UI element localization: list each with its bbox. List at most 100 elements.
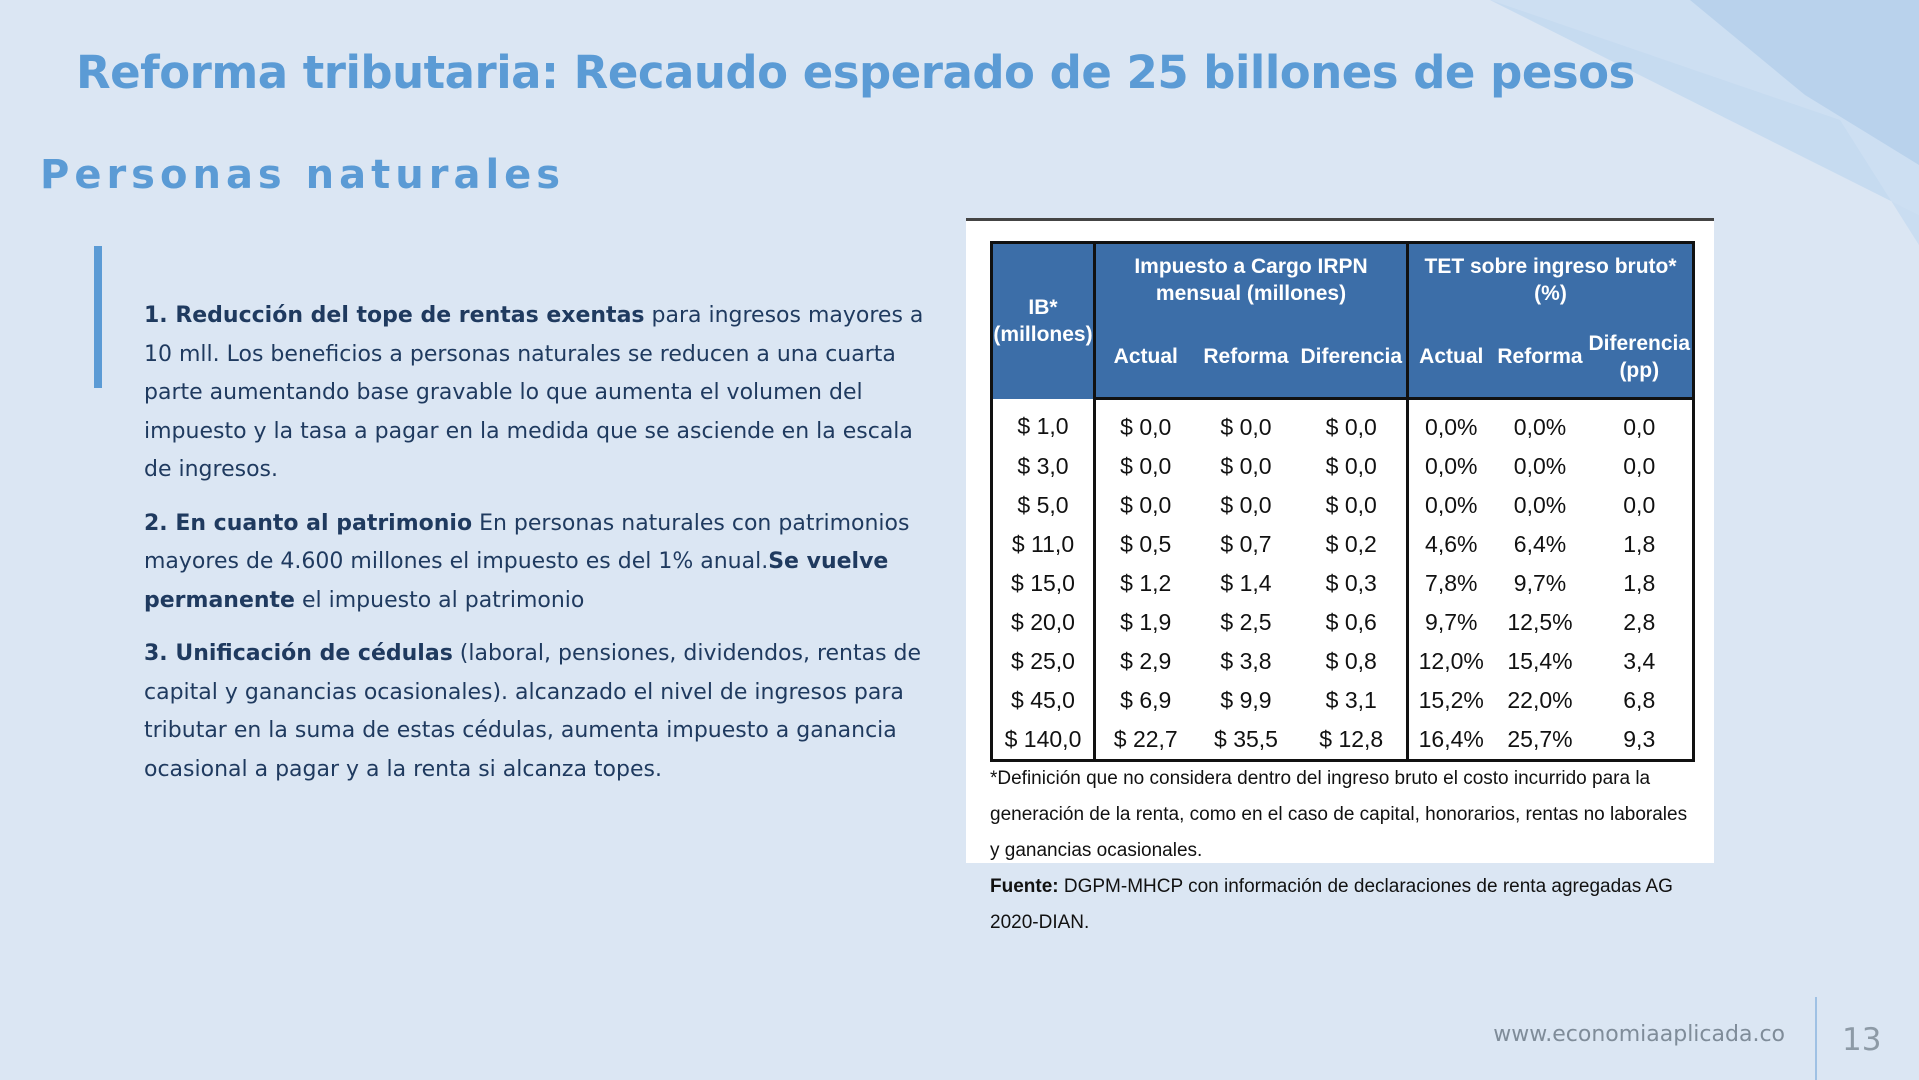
table-cell: 0,0% <box>1425 453 1478 479</box>
table-cell: 3,4 <box>1623 648 1656 674</box>
header-group-tet: TET sobre ingreso bruto* (%) <box>1407 242 1694 317</box>
accent-bar <box>94 246 102 388</box>
section-subtitle: Personas naturales <box>40 152 566 198</box>
paragraph-2-heading: 2. En cuanto al patrimonio <box>144 510 473 536</box>
paragraph-1-heading: 1. Reducción del tope de rentas exentas <box>144 303 645 328</box>
footnote-definition: *Definición que no considera dentro del … <box>990 768 1688 861</box>
slide-title: Reforma tributaria: Recaudo esperado de … <box>76 46 1635 99</box>
table-cell: 15,2% <box>1418 687 1484 713</box>
table-cell: $ 15,0 <box>991 564 1096 603</box>
table-cell: $ 0,0 <box>1220 453 1272 479</box>
table-cell: $ 22,7 <box>1113 726 1178 752</box>
table-cell: $ 2,5 <box>1220 609 1272 635</box>
table-cell: $ 0,0 <box>1120 453 1172 479</box>
table-footnote: *Definición que no considera dentro del … <box>990 761 1700 941</box>
table-row: $ 45,0 $ 6,9 $ 9,9 $ 3,1 15,2% 22,0% 6,8 <box>991 681 1694 720</box>
table-cell: $ 0,3 <box>1296 564 1409 603</box>
header-actual-impuesto: Actual <box>1094 316 1196 400</box>
table-row: $ 20,0 $ 1,9 $ 2,5 $ 0,6 9,7% 12,5% 2,8 <box>991 603 1694 642</box>
header-actual-tet: Actual <box>1407 316 1494 400</box>
table-row: $ 5,0 $ 0,0 $ 0,0 $ 0,0 0,0% 0,0% 0,0 <box>991 486 1694 525</box>
table-cell: $ 3,1 <box>1296 681 1409 720</box>
table-cell: $ 0,8 <box>1296 642 1409 681</box>
table-cell: $ 0,7 <box>1220 531 1272 557</box>
table-cell: $ 1,0 <box>991 398 1096 447</box>
table-row: $ 25,0 $ 2,9 $ 3,8 $ 0,8 12,0% 15,4% 3,4 <box>991 642 1694 681</box>
page-number: 13 <box>1842 1022 1882 1058</box>
table-cell: $ 35,5 <box>1214 726 1278 752</box>
header-reforma-impuesto: Reforma <box>1195 316 1297 400</box>
header-reforma-tet: Reforma <box>1493 316 1587 400</box>
header-group-impuesto: Impuesto a Cargo IRPN mensual (millones) <box>1094 242 1409 317</box>
paragraph-2-text-end: el impuesto al patrimonio <box>294 587 585 613</box>
table-row: $ 15,0 $ 1,2 $ 1,4 $ 0,3 7,8% 9,7% 1,8 <box>991 564 1694 603</box>
table-cell: 0,0% <box>1425 492 1478 518</box>
paragraph-3-heading: 3. Unificación de cédulas <box>144 641 453 666</box>
table-cell: 16,4% <box>1418 726 1484 752</box>
table-cell: $ 0,0 <box>1120 492 1172 518</box>
header-diferencia-tet: Diferencia (pp) <box>1586 316 1694 400</box>
table-cell: $ 20,0 <box>991 603 1096 642</box>
table-cell: 22,0% <box>1507 687 1573 713</box>
table-cell: $ 0,0 <box>1220 414 1272 440</box>
paragraph-3-text: (laboral, pensiones, dividendos, rentas … <box>144 641 922 782</box>
table-cell: $ 1,2 <box>1120 570 1172 596</box>
table-cell: 6,4% <box>1513 531 1567 557</box>
tax-table-figure: IB* (millones) Impuesto a Cargo IRPN men… <box>966 218 1714 933</box>
table-cell: 25,7% <box>1507 726 1573 752</box>
paragraph-3: 3. Unificación de cédulas (laboral, pens… <box>144 635 934 789</box>
table-cell: 2,8 <box>1623 609 1656 635</box>
table-cell: 12,5% <box>1507 609 1573 635</box>
table-cell: 1,8 <box>1623 570 1656 596</box>
table-cell: $ 3,8 <box>1220 648 1272 674</box>
table-cell: $ 11,0 <box>991 525 1096 564</box>
table-cell: $ 3,0 <box>991 447 1096 486</box>
table-cell: $ 0,0 <box>1120 414 1172 440</box>
table-cell: 0,0 <box>1623 492 1656 518</box>
table-cell: 6,8 <box>1623 687 1656 713</box>
table-row: $ 11,0 $ 0,5 $ 0,7 $ 0,2 4,6% 6,4% 1,8 <box>991 525 1694 564</box>
tax-table-body: $ 1,0 $ 0,0 $ 0,0 $ 0,0 0,0% 0,0% 0,0 $ 3,0 $ 0,… <box>991 398 1694 761</box>
tax-table: IB* (millones) Impuesto a Cargo IRPN men… <box>990 241 1696 762</box>
table-cell: $ 25,0 <box>991 642 1096 681</box>
table-cell: 0,0% <box>1425 414 1478 440</box>
table-cell: 7,8% <box>1425 570 1478 596</box>
table-cell: 4,6% <box>1425 531 1478 557</box>
table-cell: $ 2,9 <box>1120 648 1172 674</box>
table-cell: $ 0,0 <box>1220 492 1272 518</box>
table-cell: $ 0,0 <box>1296 398 1409 447</box>
table-cell: 0,0 <box>1623 453 1656 479</box>
table-cell: 15,4% <box>1507 648 1573 674</box>
paragraph-1-text: para ingresos mayores a 10 mll. Los bene… <box>144 303 924 482</box>
table-cell: $ 0,6 <box>1296 603 1409 642</box>
table-cell: $ 45,0 <box>991 681 1096 720</box>
tax-table-wrapper: IB* (millones) Impuesto a Cargo IRPN men… <box>990 241 1696 762</box>
footer-divider <box>1815 997 1817 1080</box>
table-row: $ 140,0 $ 22,7 $ 35,5 $ 12,8 16,4% 25,7% 9,3 <box>991 720 1694 761</box>
paragraph-2: 2. En cuanto al patrimonio En personas n… <box>144 505 934 621</box>
table-cell: $ 12,8 <box>1296 720 1409 761</box>
body-text: 1. Reducción del tope de rentas exentas … <box>144 297 934 804</box>
paragraph-2-emphasis: Se vuelve permanente <box>144 549 889 613</box>
table-cell: 0,0 <box>1623 414 1656 440</box>
table-cell: $ 0,2 <box>1296 525 1409 564</box>
table-cell: 0,0% <box>1513 453 1567 479</box>
table-cell: 0,0% <box>1513 414 1567 440</box>
table-cell: $ 5,0 <box>991 486 1096 525</box>
footer-url: www.economiaaplicada.co <box>1493 1022 1785 1047</box>
table-cell: $ 1,9 <box>1120 609 1172 635</box>
table-cell: $ 0,0 <box>1296 486 1409 525</box>
table-cell: $ 1,4 <box>1220 570 1272 596</box>
table-cell: $ 140,0 <box>991 720 1096 761</box>
table-cell: 12,0% <box>1418 648 1484 674</box>
table-cell: 9,3 <box>1623 726 1656 752</box>
source-text: DGPM-MHCP con información de declaracion… <box>990 876 1673 933</box>
table-cell: 0,0% <box>1513 492 1567 518</box>
header-diferencia-impuesto: Diferencia <box>1296 316 1409 400</box>
header-ib: IB* (millones) <box>991 242 1096 399</box>
source-label: Fuente: <box>990 876 1059 897</box>
table-row: $ 1,0 $ 0,0 $ 0,0 $ 0,0 0,0% 0,0% 0,0 <box>991 398 1694 447</box>
table-row: $ 3,0 $ 0,0 $ 0,0 $ 0,0 0,0% 0,0% 0,0 <box>991 447 1694 486</box>
table-cell: $ 6,9 <box>1120 687 1172 713</box>
table-cell: 1,8 <box>1623 531 1656 557</box>
